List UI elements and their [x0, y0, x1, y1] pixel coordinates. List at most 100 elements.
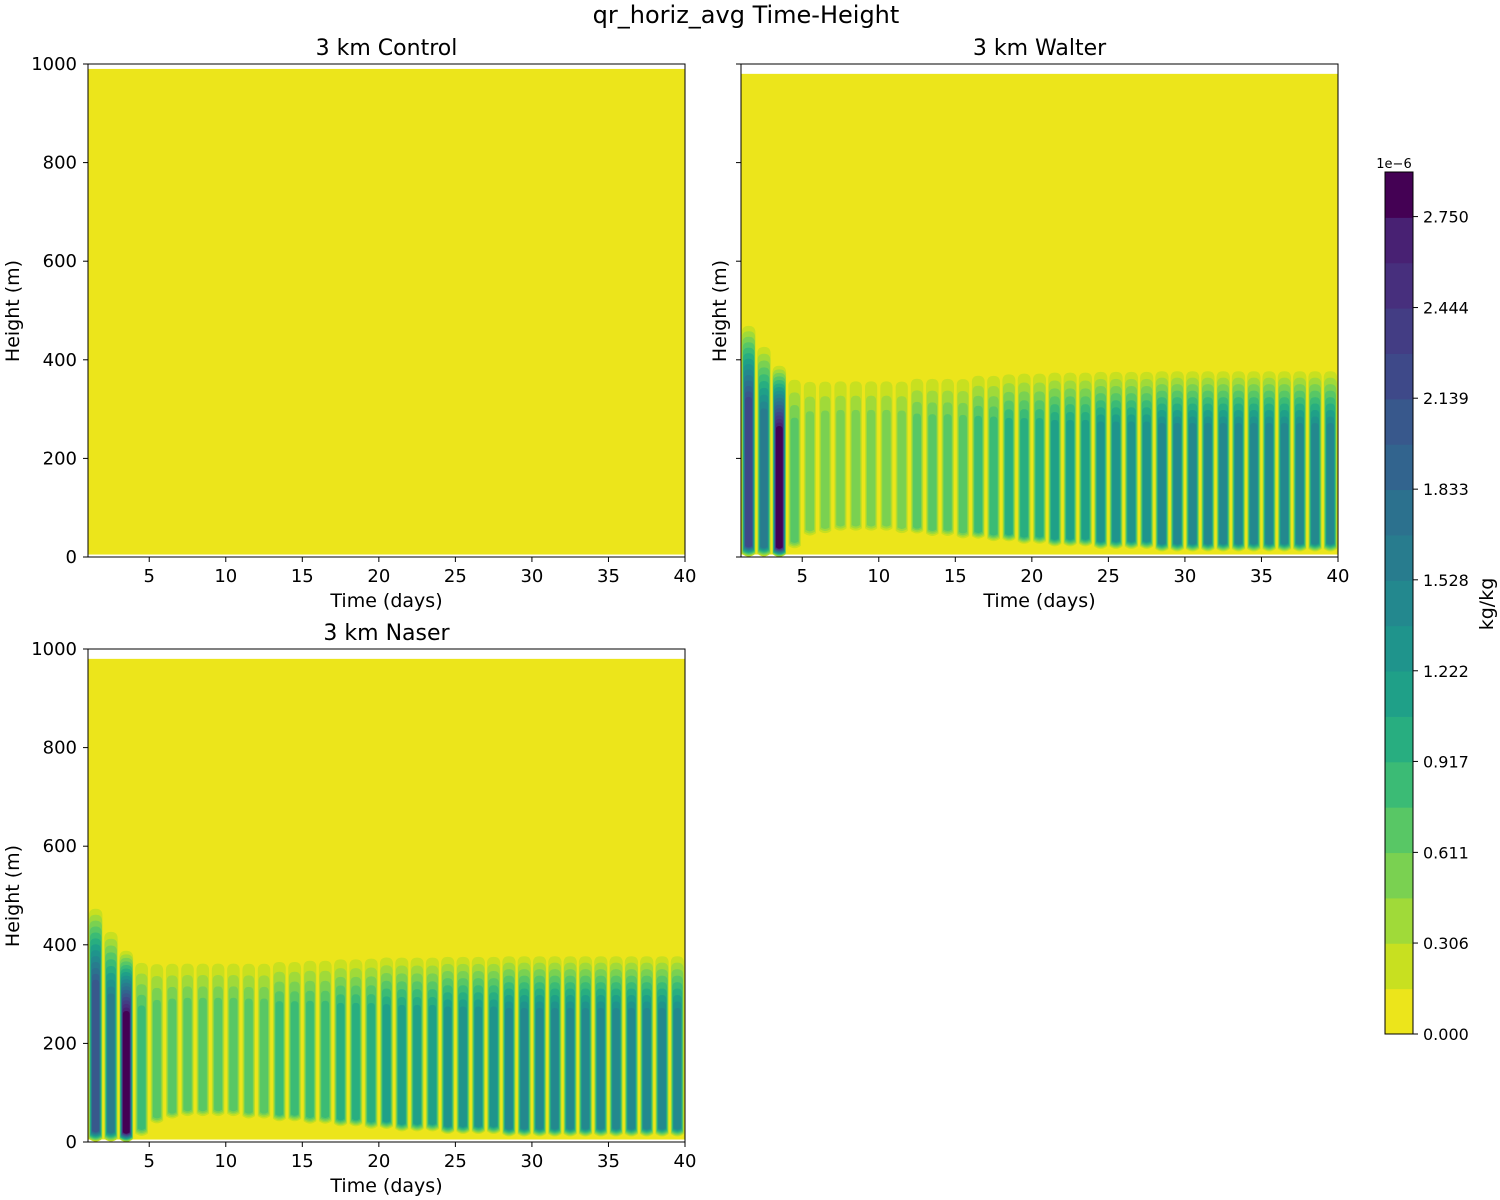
- rain-cycle: [181, 963, 194, 1117]
- rain-cycle: [517, 956, 531, 1137]
- y-axis-label: Height (m): [2, 845, 24, 947]
- rain-cycle: [288, 961, 302, 1122]
- contour-band: [673, 1007, 681, 1130]
- contour-band: [92, 979, 100, 1133]
- rain-cycle: [987, 375, 1000, 542]
- colorbar-band: [1385, 217, 1413, 264]
- x-tick-label: 15: [291, 566, 314, 587]
- y-tick-label: 600: [43, 251, 77, 272]
- contour-band: [1173, 422, 1181, 545]
- contour-band: [897, 410, 906, 530]
- rain-cycle: [1094, 371, 1108, 549]
- x-tick-label: 40: [1327, 566, 1350, 587]
- x-tick-label: 15: [944, 566, 967, 587]
- rain-cycle: [594, 956, 608, 1137]
- rain-cycle: [119, 950, 134, 1142]
- rain-cycle: [956, 379, 970, 539]
- contour-band: [1081, 419, 1090, 540]
- x-tick-label: 5: [144, 1151, 155, 1172]
- colorbar-band: [1385, 398, 1413, 445]
- colorbar-band: [1385, 353, 1413, 400]
- contour-band: [382, 1004, 391, 1123]
- contour-band: [581, 1007, 590, 1130]
- contour-band: [336, 1002, 345, 1121]
- contour-band: [306, 1000, 314, 1119]
- contour-band: [1265, 422, 1273, 545]
- contour-band: [244, 998, 253, 1114]
- y-tick-label: 400: [43, 935, 77, 956]
- x-tick-label: 40: [674, 566, 697, 587]
- axis-ticks: 5 10 15 20 25 30 35 40: [736, 63, 1350, 587]
- rain-cycle: [1140, 371, 1154, 549]
- colorbar-tick-label: 0.611: [1423, 843, 1469, 862]
- contour-band: [1158, 422, 1166, 545]
- x-tick-label: 20: [367, 1151, 390, 1172]
- contour-band: [1296, 422, 1304, 545]
- contour-band: [1219, 422, 1227, 545]
- contour-band: [505, 1007, 513, 1130]
- contour-band: [1326, 422, 1334, 545]
- rain-cycle: [1155, 371, 1169, 552]
- colorbar-ticks: 0.000 0.306 0.611 0.917 1.222 1.528 1.833 2.139…: [1413, 208, 1469, 1044]
- x-tick-label: 25: [444, 566, 467, 587]
- figure-title: qr_horiz_avg Time-Height: [593, 1, 900, 29]
- rain-cycle: [410, 957, 424, 1132]
- contour-band: [107, 993, 115, 1134]
- rain-cycle: [1201, 371, 1215, 552]
- contour-band: [627, 1007, 635, 1130]
- rain-cycle: [772, 365, 787, 557]
- colorbar-band: [1385, 580, 1413, 627]
- colorbar-offset-text: 1e−6: [1376, 157, 1411, 172]
- x-tick-label: 5: [797, 566, 808, 587]
- contour-band: [137, 1005, 146, 1131]
- contour-band: [1020, 417, 1028, 538]
- rain-cycle: [1002, 374, 1016, 542]
- colorbar-bands: [1384, 171, 1414, 1035]
- contour-band: [275, 1001, 284, 1116]
- contour-band: [536, 1007, 544, 1130]
- rain-cycle: [895, 381, 908, 534]
- rain-cycle: [757, 346, 771, 557]
- contour-band: [989, 416, 998, 536]
- plot-area: [740, 63, 1339, 558]
- contour-band: [398, 1004, 406, 1125]
- contour-band: [214, 997, 223, 1112]
- x-tick-label: 25: [444, 1151, 467, 1172]
- contour-band: [520, 1007, 528, 1130]
- contour-band: [775, 426, 783, 549]
- colorbar-band: [1385, 852, 1413, 899]
- contour-band: [1112, 421, 1120, 543]
- contour-band: [352, 1002, 360, 1121]
- y-tick-label: 600: [43, 836, 77, 857]
- colorbar-band: [1385, 172, 1413, 218]
- rain-cycle: [655, 956, 669, 1137]
- colorbar-band: [1385, 716, 1413, 763]
- colorbar-band: [1385, 671, 1413, 717]
- rain-cycle: [456, 956, 470, 1134]
- contour-band: [490, 1006, 498, 1128]
- rain-cycle: [1185, 371, 1200, 552]
- rain-cycle: [1216, 371, 1230, 552]
- rain-cycle: [318, 960, 332, 1124]
- rain-cycle: [1017, 373, 1031, 544]
- rain-cycle: [548, 956, 562, 1137]
- x-tick-label: 15: [291, 1151, 314, 1172]
- rain-cycle: [1277, 371, 1292, 552]
- rain-cycle: [1323, 371, 1338, 552]
- contour-band: [152, 999, 161, 1119]
- contour-band: [1189, 422, 1197, 545]
- contour-band: [597, 1007, 605, 1130]
- rain-cycle: [88, 908, 103, 1142]
- rain-cycle: [196, 963, 210, 1117]
- rain-cycle: [211, 963, 225, 1117]
- contour-band: [1311, 422, 1319, 545]
- x-tick-label: 10: [214, 1151, 237, 1172]
- contour-band: [428, 1004, 437, 1125]
- rain-cycle: [563, 956, 577, 1137]
- panel-title: 3 km Control: [316, 36, 458, 61]
- axes-frame: [740, 63, 1339, 558]
- contour-band: [790, 417, 799, 543]
- y-axis-label: Height (m): [2, 260, 24, 362]
- rain-cycle: [135, 962, 148, 1136]
